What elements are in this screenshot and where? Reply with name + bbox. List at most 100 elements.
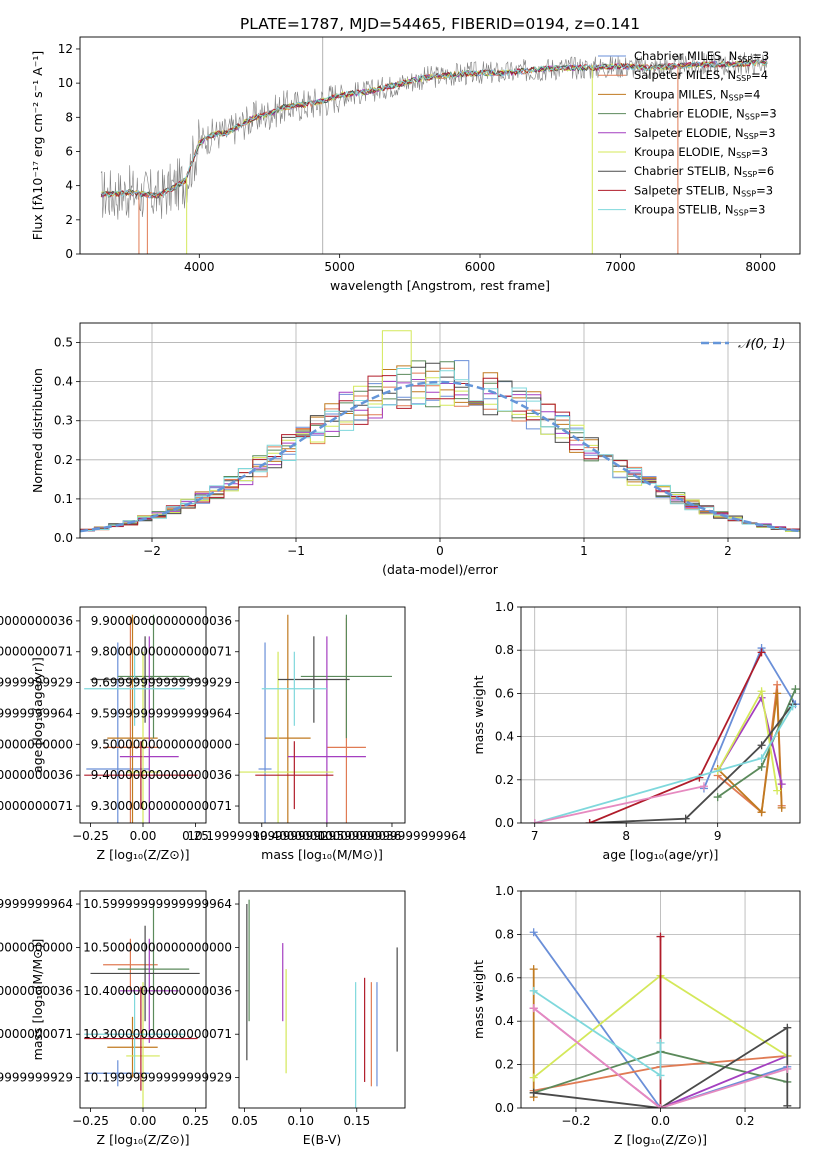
plot-area bbox=[80, 323, 800, 538]
mass-weight-marker bbox=[585, 819, 594, 823]
legend-label: Chabrier ELODIE, NSSP=3 bbox=[634, 107, 777, 122]
mass-weight-marker bbox=[788, 702, 797, 711]
mass-weight-marker bbox=[783, 1101, 792, 1108]
x-axis-label: Z [log₁₀(Z/Z⊙)] bbox=[97, 1132, 190, 1147]
legend-subscript: SSP bbox=[741, 189, 756, 198]
x-tick-label: −0.25 bbox=[72, 829, 109, 843]
legend-label: Chabrier STELIB, NSSP=6 bbox=[634, 164, 774, 179]
y-axis-label: mass weight bbox=[471, 675, 486, 754]
legend-model-name: Chabrier STELIB, N bbox=[634, 164, 742, 178]
x-tick-label: 0.2 bbox=[735, 1114, 754, 1128]
legend-nssp: =4 bbox=[751, 68, 768, 82]
y-axis-label: age [log₁₀(age/yr)] bbox=[30, 657, 45, 773]
mass-weight-line bbox=[589, 703, 794, 823]
x-tick-label: −1 bbox=[287, 544, 305, 558]
y-tick-label: 9.59999999999999964 bbox=[91, 706, 232, 720]
mass-weight-line bbox=[717, 693, 783, 815]
x-tick-label: 0.10 bbox=[287, 1114, 314, 1128]
y-tick-label: 10.40000000000000036 bbox=[83, 984, 232, 998]
mass-weight-marker bbox=[681, 814, 690, 823]
x-tick-label: 8 bbox=[622, 829, 630, 843]
legend-model-name: Chabrier ELODIE, N bbox=[634, 107, 745, 121]
mass-weight-marker bbox=[757, 741, 766, 750]
mass-weight-marker bbox=[757, 808, 766, 817]
y-tick-label: 10.50000000000000000 bbox=[83, 940, 232, 954]
mass-weight-marker bbox=[529, 1004, 538, 1013]
mass-weight-marker bbox=[529, 928, 538, 937]
panel-spectrum: 4000 5000 6000 7000 8000 0 2 4 6 8 10 12 wavelength … bbox=[30, 36, 801, 293]
axes-frame bbox=[520, 890, 801, 1109]
legend-subscript: SSP bbox=[737, 55, 752, 64]
y-tick-label: 8 bbox=[65, 110, 73, 124]
y-tick-label: 10 bbox=[58, 76, 73, 90]
mass-weight-line bbox=[533, 1007, 788, 1108]
plot-area bbox=[84, 904, 200, 1108]
y-tick-label: 6 bbox=[65, 144, 73, 158]
y-tick-label: 0.6 bbox=[495, 971, 514, 985]
legend-subscript: SSP bbox=[744, 132, 759, 141]
legend-label: Salpeter STELIB, NSSP=3 bbox=[634, 183, 773, 198]
plot-area bbox=[100, 37, 768, 254]
x-tick-label: −0.25 bbox=[72, 1114, 109, 1128]
mass-weight-marker bbox=[757, 754, 766, 763]
y-tick-label: 0.8 bbox=[495, 927, 514, 941]
y-tick-label: 9.40000000000000036 bbox=[0, 768, 73, 782]
x-axis-label: (data-model)/error bbox=[382, 562, 499, 577]
y-tick-label: 1.0 bbox=[495, 884, 514, 898]
legend-label: Salpeter MILES, NSSP=4 bbox=[634, 68, 768, 83]
x-axis-label: E(B-V) bbox=[303, 1132, 342, 1147]
y-tick-label: 0.0 bbox=[54, 531, 73, 545]
model-spectrum-line bbox=[100, 59, 768, 198]
y-tick-label: 0.4 bbox=[495, 730, 514, 744]
mass-weight-marker bbox=[777, 780, 786, 789]
x-tick-label: 8000 bbox=[745, 260, 776, 274]
y-tick-label: 10.19999999999999929 bbox=[0, 1071, 73, 1085]
y-tick-label: 9.50000000000000000 bbox=[0, 737, 73, 751]
y-tick-label: 0.2 bbox=[54, 453, 73, 467]
x-tick-label: 7000 bbox=[605, 260, 636, 274]
panel-residuals: −2 −1 0 1 2 0.0 0.1 0.2 0.3 0.4 0.5 (data-model)/er… bbox=[30, 322, 801, 577]
legend-nssp: =3 bbox=[759, 126, 776, 140]
spectrum-legend: Chabrier MILES, NSSP=3 Salpeter MILES, NS… bbox=[598, 49, 777, 218]
legend-subscript: SSP bbox=[736, 74, 751, 83]
mass-weight-marker bbox=[656, 1104, 665, 1108]
legend-subscript: SSP bbox=[745, 113, 760, 122]
y-tick-label: 9.30000000000000071 bbox=[0, 799, 73, 813]
mass-weight-marker bbox=[529, 1073, 538, 1082]
mass-weight-marker bbox=[783, 1023, 792, 1032]
x-axis-label: wavelength [Angstrom, rest frame] bbox=[330, 278, 550, 293]
mass-weight-line bbox=[717, 684, 783, 814]
x-tick-label: 0.00 bbox=[130, 1114, 157, 1128]
legend-label: Chabrier MILES, NSSP=3 bbox=[634, 49, 769, 64]
panel-age-vs-Z: −0.25 0.00 0.25 9.30000000000000071 9.400000… bbox=[0, 606, 209, 862]
mass-weight-line bbox=[532, 931, 788, 1108]
y-tick-label: 0.4 bbox=[495, 1014, 514, 1028]
legend-subscript: SSP bbox=[742, 170, 757, 179]
legend-nssp: =3 bbox=[760, 107, 777, 121]
legend-model-name: Salpeter ELODIE, N bbox=[634, 126, 744, 140]
x-axis-label: mass [log₁₀(M/M⊙)] bbox=[261, 847, 383, 862]
axes-frame bbox=[79, 890, 207, 1109]
axes-frame bbox=[238, 890, 406, 1109]
axes-frame bbox=[238, 606, 406, 824]
mass-weight-marker bbox=[529, 965, 538, 974]
y-tick-label: 9.90000000000000036 bbox=[0, 614, 73, 628]
y-tick-label: 10.59999999999999964 bbox=[83, 897, 232, 911]
legend-label: Kroupa MILES, NSSP=4 bbox=[634, 87, 760, 102]
x-tick-label: 0.25 bbox=[182, 1114, 209, 1128]
y-tick-label: 0.2 bbox=[495, 773, 514, 787]
legend-model-name: Kroupa STELIB, N bbox=[634, 203, 734, 217]
normal-reference-curve bbox=[80, 380, 800, 533]
legend-model-name: Kroupa MILES, N bbox=[634, 87, 729, 101]
x-tick-label: 6000 bbox=[465, 260, 496, 274]
x-tick-label: 4000 bbox=[184, 260, 215, 274]
mass-weight-marker bbox=[530, 819, 539, 823]
legend-nssp: =6 bbox=[757, 164, 774, 178]
mass-weight-line bbox=[534, 785, 705, 823]
mass-weight-marker bbox=[656, 932, 665, 941]
mass-weight-marker bbox=[773, 680, 782, 689]
panel-weight-vs-age: 7 8 9 0.0 0.2 0.4 0.6 0.8 1.0 age [log₁₀(age/yr)]… bbox=[471, 600, 801, 862]
mass-weight-marker bbox=[791, 685, 800, 694]
x-tick-label: 9 bbox=[714, 829, 722, 843]
